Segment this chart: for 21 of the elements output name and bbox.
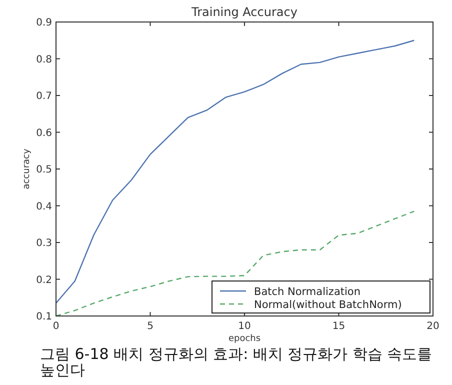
y-tick-label: 0.2 xyxy=(36,274,52,286)
x-axis-title: epochs xyxy=(228,334,261,344)
y-tick-label: 0.8 xyxy=(36,54,52,66)
x-tick-label: 0 xyxy=(52,321,60,332)
y-axis-title: accuracy xyxy=(22,148,32,190)
y-tick-label: 0.9 xyxy=(36,18,52,28)
chart-title: Training Accuracy xyxy=(190,5,298,19)
x-tick-label: 15 xyxy=(332,321,346,332)
caption: 그림 6-18 배치 정규화의 효과: 배치 정규화가 학습 속도를 높인다 xyxy=(40,345,434,379)
x-tick-label: 10 xyxy=(238,321,251,332)
x-tick-label: 5 xyxy=(147,321,154,332)
y-tick-label: 0.6 xyxy=(36,128,52,139)
y-tick-label: 0.7 xyxy=(36,91,52,102)
y-tick-label: 0.4 xyxy=(36,201,52,212)
y-tick-label: 0.5 xyxy=(36,164,52,176)
y-tick-label: 0.3 xyxy=(36,238,52,249)
y-tick-label: 0.1 xyxy=(36,312,52,322)
legend-label: Normal(without BatchNorm) xyxy=(254,299,402,311)
x-tick-label: 20 xyxy=(426,321,440,332)
line-series xyxy=(55,210,415,317)
legend-label: Batch Normalization xyxy=(254,286,360,298)
